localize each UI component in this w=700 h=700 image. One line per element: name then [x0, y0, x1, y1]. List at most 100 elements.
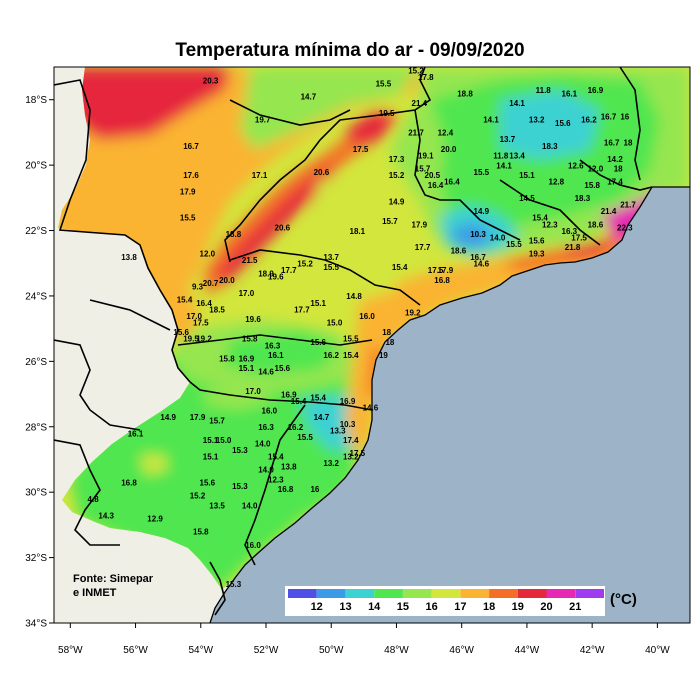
map-title: Temperatura mínima do ar - 09/09/2020: [175, 40, 525, 61]
station-value: 20.0: [219, 276, 235, 285]
station-value: 15.8: [193, 528, 209, 537]
station-value: 19: [379, 351, 388, 360]
station-value: 17.7: [294, 305, 310, 314]
station-value: 15.6: [555, 119, 571, 128]
station-value: 4.8: [88, 495, 100, 504]
lon-tick-label: 40°W: [645, 645, 670, 656]
station-value: 21.7: [408, 129, 424, 138]
station-value: 19.6: [245, 315, 261, 324]
station-value: 15.5: [474, 168, 490, 177]
lon-tick-label: 44°W: [515, 645, 540, 656]
station-value: 17.0: [186, 312, 202, 321]
lat-tick-label: 24°S: [25, 291, 47, 302]
colorbar-tick-label: 20: [540, 601, 552, 613]
station-value: 16.9: [340, 397, 356, 406]
lon-tick-label: 54°W: [188, 645, 213, 656]
station-value: 16.7: [604, 139, 620, 148]
lon-tick-label: 46°W: [449, 645, 474, 656]
station-value: 15.4: [392, 263, 408, 272]
colorbar-tick-label: 13: [339, 601, 351, 613]
station-value: 13.2: [529, 116, 545, 125]
station-value: 19.6: [268, 273, 284, 282]
lat-tick-label: 30°S: [25, 488, 47, 499]
colorbar-tick-label: 16: [425, 601, 437, 613]
colorbar-cell: [288, 589, 317, 598]
station-value: 12.3: [542, 220, 558, 229]
station-value: 21.4: [412, 99, 428, 108]
station-labels: 20.319.714.715.515.217.817.818.821.419.5…: [88, 67, 637, 589]
station-value: 18: [614, 165, 623, 174]
station-value: 17.9: [438, 266, 454, 275]
station-value: 17.5: [353, 145, 369, 154]
station-value: 14.6: [474, 260, 490, 269]
colorbar: 12 13 14 15 16 17 18 19 20 21: [285, 586, 605, 616]
station-value: 15.6: [275, 364, 291, 373]
station-value: 18.1: [350, 227, 366, 236]
lat-tick-label: 18°S: [25, 95, 47, 106]
station-value: 16.9: [588, 86, 604, 95]
station-value: 21.7: [620, 201, 636, 210]
station-value: 20.7: [203, 279, 219, 288]
station-value: 21.5: [242, 256, 258, 265]
station-value: 16.0: [359, 312, 375, 321]
station-value: 15.4: [177, 296, 193, 305]
station-value: 12.0: [588, 165, 604, 174]
station-value: 13.8: [121, 253, 137, 262]
colorbar-cell: [460, 589, 490, 598]
colorbar-tick-label: 15: [397, 601, 409, 613]
station-value: 21.4: [601, 207, 617, 216]
station-value: 18.3: [575, 194, 591, 203]
station-value: 16: [620, 112, 629, 121]
station-value: 20.0: [441, 145, 457, 154]
station-value: 17.0: [245, 387, 261, 396]
station-value: 16.3: [265, 341, 281, 350]
station-value: 15.5: [323, 263, 339, 272]
station-value: 19.5: [183, 335, 199, 344]
station-value: 16.4: [428, 181, 444, 190]
station-value: 17.7: [281, 266, 297, 275]
station-value: 14.2: [607, 155, 623, 164]
station-value: 13.8: [281, 462, 297, 471]
colorbar-tick-label: 14: [368, 601, 381, 613]
station-value: 12.8: [549, 178, 565, 187]
station-value: 15.5: [343, 335, 359, 344]
station-value: 14.5: [519, 194, 535, 203]
station-value: 15.2: [408, 67, 424, 76]
station-value: 14.7: [314, 413, 330, 422]
station-value: 19.3: [529, 250, 545, 259]
colorbar-tick-label: 21: [569, 601, 581, 613]
station-value: 10.3: [470, 230, 486, 239]
station-value: 15.1: [239, 364, 255, 373]
station-value: 18.3: [542, 142, 558, 151]
station-value: 16.8: [121, 479, 137, 488]
station-value: 16.0: [245, 541, 261, 550]
station-value: 15.4: [532, 214, 548, 223]
station-value: 14.6: [258, 367, 274, 376]
temperature-field: [58, 67, 690, 590]
station-value: 15.4: [343, 351, 359, 360]
station-value: 15.3: [226, 580, 242, 589]
station-value: 14.1: [483, 116, 499, 125]
station-value: 15.6: [529, 237, 545, 246]
lon-tick-label: 42°W: [580, 645, 605, 656]
station-value: 15.6: [173, 328, 189, 337]
station-value: 19.2: [196, 335, 212, 344]
station-value: 20.3: [203, 76, 219, 85]
lat-tick-label: 22°S: [25, 226, 47, 237]
station-value: 17.5: [350, 449, 366, 458]
station-value: 17.9: [190, 413, 206, 422]
station-value: 18: [624, 139, 633, 148]
station-value: 16.1: [268, 351, 284, 360]
colorbar-cell: [374, 589, 403, 598]
station-value: 16.8: [434, 276, 450, 285]
station-value: 16.7: [601, 112, 617, 121]
station-value: 19.5: [379, 109, 395, 118]
station-value: 14.9: [160, 413, 176, 422]
source-line-1: Fonte: Simepar: [73, 573, 154, 585]
axis-ticks: 18°S 20°S 22°S 24°S 26°S 28°S 30°S 32°S 34°S 58°W…: [25, 95, 670, 656]
lon-tick-label: 52°W: [254, 645, 279, 656]
station-value: 16.1: [562, 89, 578, 98]
station-value: 15.5: [297, 433, 313, 442]
station-value: 20.5: [425, 171, 441, 180]
